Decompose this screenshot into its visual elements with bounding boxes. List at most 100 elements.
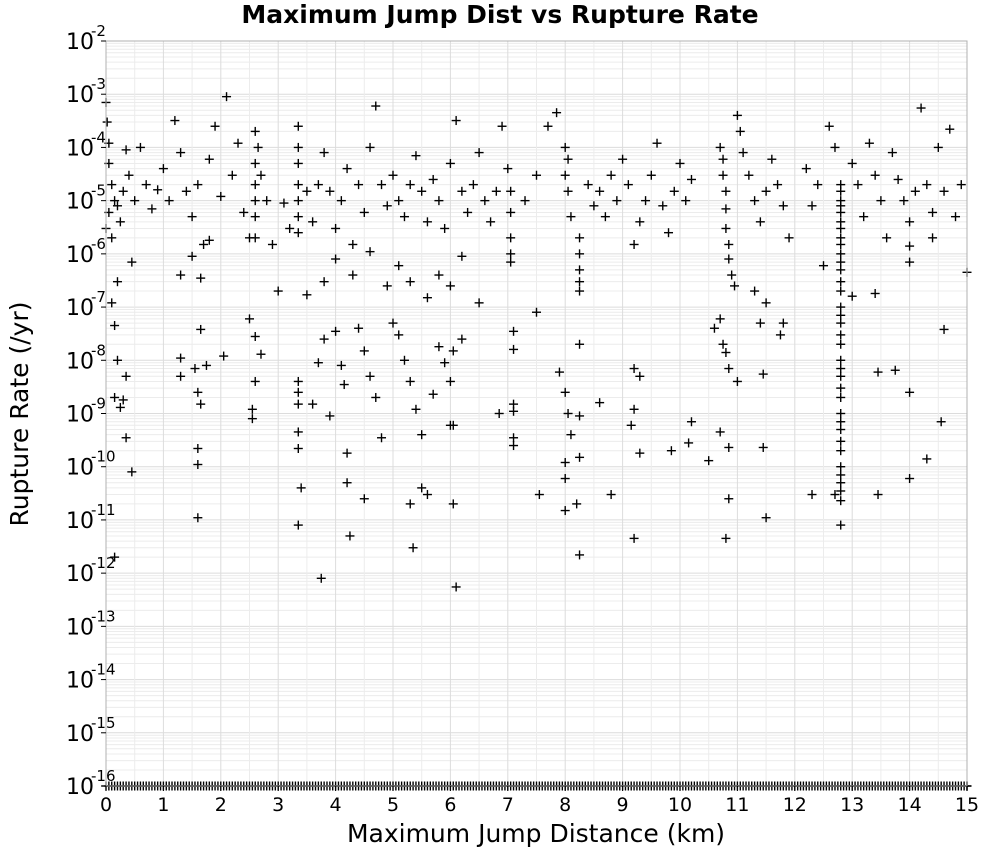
- data-point: [448, 499, 458, 509]
- data-point: [836, 496, 846, 506]
- data-point: [394, 261, 404, 271]
- data-point: [319, 148, 329, 158]
- data-point: [566, 212, 576, 222]
- data-point: [440, 358, 450, 368]
- data-point: [532, 170, 541, 180]
- y-tick-exponent: -16: [91, 767, 116, 785]
- data-point: [744, 170, 754, 180]
- data-point: [102, 117, 112, 127]
- y-tick-base: 10: [66, 136, 94, 161]
- data-point: [112, 201, 122, 211]
- x-tick-label: 14: [898, 794, 922, 816]
- y-tick-base: 10: [66, 403, 94, 428]
- data-point: [253, 142, 263, 152]
- data-point: [204, 235, 214, 245]
- y-tick-exponent: -11: [91, 501, 116, 519]
- data-point: [724, 364, 734, 374]
- data-point: [836, 330, 846, 340]
- y-tick-exponent: -5: [91, 182, 106, 200]
- data-point: [354, 180, 364, 190]
- data-point: [365, 142, 375, 152]
- data-point: [210, 121, 220, 131]
- data-point: [293, 228, 303, 238]
- data-point: [365, 247, 375, 257]
- data-point: [675, 158, 685, 168]
- data-point: [847, 291, 857, 301]
- data-point: [141, 180, 151, 190]
- data-point: [342, 478, 352, 488]
- data-point: [293, 212, 303, 222]
- data-point: [575, 452, 585, 462]
- x-tick-label: 3: [272, 794, 284, 816]
- data-point: [635, 448, 645, 458]
- data-point: [256, 170, 266, 180]
- data-point: [715, 427, 725, 437]
- data-point: [494, 409, 504, 418]
- data-point: [388, 170, 398, 180]
- data-point: [612, 196, 622, 206]
- data-point: [600, 212, 610, 222]
- data-point: [153, 185, 163, 195]
- data-point: [193, 387, 203, 397]
- data-point: [575, 249, 585, 259]
- x-tick-label: 1: [157, 794, 169, 816]
- data-point: [293, 121, 303, 131]
- data-point: [721, 204, 731, 214]
- data-point: [543, 121, 553, 131]
- data-point: [836, 339, 846, 349]
- y-tick-exponent: -8: [91, 341, 106, 359]
- data-point: [721, 223, 731, 233]
- data-point: [377, 433, 387, 443]
- data-point: [319, 334, 329, 344]
- data-point: [836, 520, 846, 530]
- data-point: [440, 223, 450, 233]
- data-point: [724, 494, 734, 504]
- data-point: [922, 180, 932, 190]
- data-point: [836, 462, 846, 472]
- data-point: [107, 298, 117, 308]
- y-tick-exponent: -7: [91, 288, 106, 306]
- data-point: [732, 376, 742, 386]
- x-tick-label: 6: [444, 794, 456, 816]
- data-point: [127, 467, 137, 477]
- y-tick-base: 10: [66, 456, 94, 481]
- data-point: [336, 360, 346, 370]
- data-point: [293, 142, 303, 152]
- data-point: [250, 180, 260, 190]
- y-tick-base: 10: [66, 243, 94, 268]
- data-point: [836, 310, 846, 320]
- data-point: [331, 223, 341, 233]
- data-point: [503, 164, 513, 174]
- y-tick-label: 10-7: [66, 288, 106, 321]
- x-tick-label: 13: [840, 794, 864, 816]
- data-point: [509, 326, 519, 336]
- data-point: [250, 376, 260, 386]
- data-point: [595, 186, 605, 196]
- data-point: [905, 387, 915, 397]
- data-point: [560, 142, 570, 152]
- data-point: [204, 154, 214, 164]
- data-point: [325, 186, 335, 196]
- data-point: [520, 196, 530, 206]
- data-point: [721, 186, 731, 196]
- data-point: [589, 201, 599, 211]
- data-point: [121, 433, 131, 443]
- data-point: [296, 483, 306, 493]
- data-point: [247, 404, 257, 414]
- data-point: [411, 404, 421, 414]
- data-point: [629, 404, 639, 414]
- y-tick-exponent: -2: [91, 22, 106, 40]
- data-point: [575, 339, 585, 349]
- data-point: [371, 101, 381, 111]
- x-tick-label: 7: [502, 794, 514, 816]
- data-point: [686, 174, 696, 184]
- data-point: [928, 207, 938, 217]
- data-point: [158, 164, 168, 174]
- y-tick-exponent: -3: [91, 75, 106, 93]
- data-point: [190, 364, 200, 374]
- data-point: [463, 207, 473, 217]
- data-point: [457, 251, 467, 261]
- data-point: [718, 154, 728, 164]
- y-tick-base: 10: [66, 296, 94, 321]
- data-point: [755, 318, 765, 328]
